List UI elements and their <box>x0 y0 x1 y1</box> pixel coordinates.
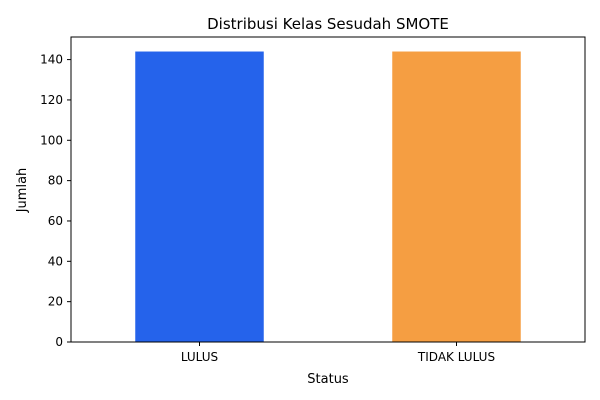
bar-tidak-lulus <box>392 51 521 343</box>
x-tick-label: TIDAK LULUS <box>417 350 495 364</box>
bars-group <box>135 51 521 343</box>
y-tick-label: 20 <box>48 295 63 309</box>
x-axis-label: Status <box>307 372 349 387</box>
y-axis: 0 20 40 60 80 100 120 140 <box>40 53 71 349</box>
plot-frame <box>70 36 586 343</box>
y-tick-label: 140 <box>40 53 63 67</box>
bar-lulus <box>135 51 264 343</box>
y-tick-label: 0 <box>55 335 63 349</box>
chart-title: Distribusi Kelas Sesudah SMOTE <box>207 15 449 33</box>
y-tick-label: 80 <box>48 174 63 188</box>
y-tick-label: 40 <box>48 254 63 268</box>
x-axis: LULUS TIDAK LULUS <box>181 342 495 364</box>
y-axis-label: Jumlah <box>15 168 30 214</box>
y-tick-label: 100 <box>40 133 63 147</box>
x-tick-label: LULUS <box>181 350 218 364</box>
y-tick-label: 120 <box>40 93 63 107</box>
y-tick-label: 60 <box>48 214 63 228</box>
